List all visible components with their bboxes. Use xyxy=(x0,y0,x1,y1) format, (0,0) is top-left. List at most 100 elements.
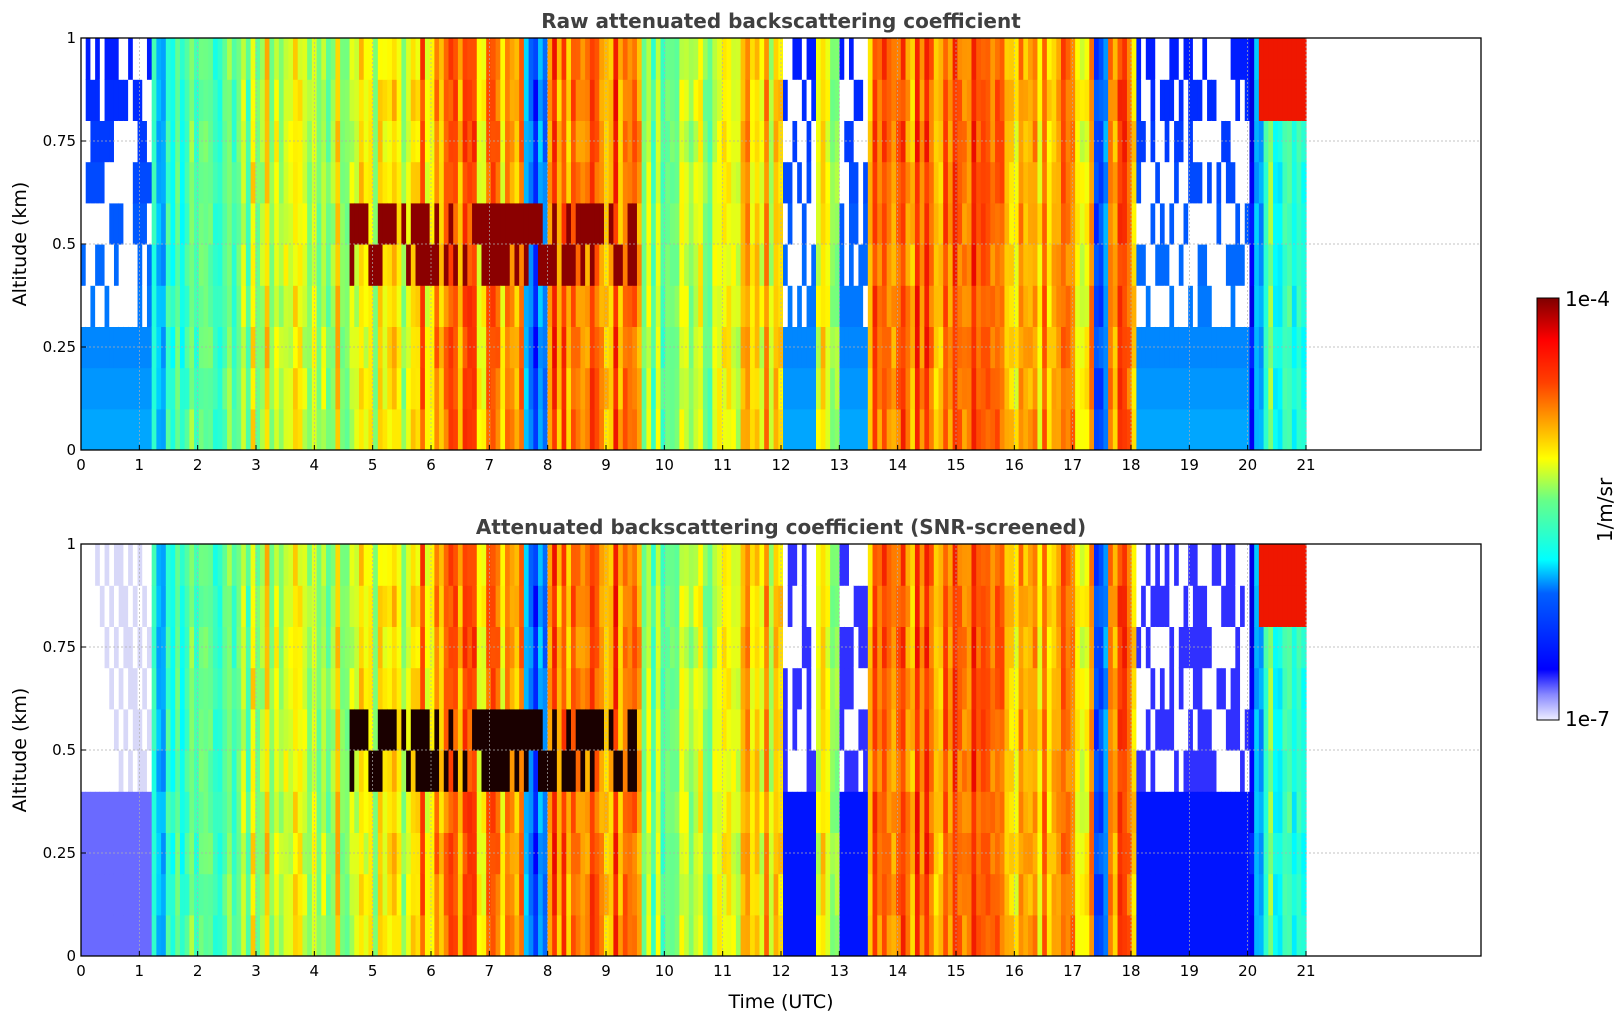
heatmap-cell xyxy=(764,791,770,833)
heatmap-cell xyxy=(1117,708,1123,751)
heatmap-cell xyxy=(255,408,261,450)
heatmap-cell xyxy=(349,585,355,627)
heatmap-cell xyxy=(731,408,737,450)
heatmap-cell xyxy=(387,79,393,121)
heatmap-cell xyxy=(806,791,812,833)
heatmap-cell xyxy=(641,408,647,450)
heatmap-cell xyxy=(1037,38,1043,80)
heatmap-cell xyxy=(401,367,407,410)
heatmap-cell xyxy=(500,750,506,792)
heatmap-cell xyxy=(236,38,242,80)
heatmap-cell xyxy=(406,79,412,121)
heatmap-cell xyxy=(274,367,280,410)
heatmap-cell xyxy=(175,38,181,80)
heatmap-cell xyxy=(330,914,337,956)
heatmap-cell xyxy=(1042,367,1048,410)
heatmap-cell xyxy=(1112,367,1119,410)
heatmap-cell xyxy=(561,161,567,204)
heatmap-cell xyxy=(1103,585,1109,627)
heatmap-cell xyxy=(962,791,968,833)
heatmap-cell xyxy=(1263,408,1269,450)
heatmap-cell xyxy=(816,708,822,751)
heatmap-cell xyxy=(175,408,181,450)
heatmap-cell xyxy=(561,326,567,369)
heatmap-cell xyxy=(1013,914,1020,956)
heatmap-cell xyxy=(344,750,351,792)
heatmap-cell xyxy=(1126,791,1133,833)
heatmap-cell xyxy=(726,367,732,410)
heatmap-cell xyxy=(990,832,996,875)
heatmap-cell xyxy=(1032,408,1039,450)
heatmap-cell xyxy=(283,38,289,80)
heatmap-cell xyxy=(773,367,779,410)
heatmap-cell xyxy=(783,873,789,916)
heatmap-cell xyxy=(481,832,487,875)
heatmap-cell xyxy=(490,914,497,956)
heatmap-cell xyxy=(787,791,794,833)
heatmap-cell xyxy=(834,873,841,916)
heatmap-cell xyxy=(905,750,911,792)
heatmap-cell xyxy=(1108,79,1114,121)
heatmap-cell xyxy=(495,408,501,450)
heatmap-cell xyxy=(406,914,412,956)
heatmap-cell xyxy=(622,750,629,792)
heatmap-cell xyxy=(132,873,139,916)
heatmap-cell xyxy=(500,667,506,710)
heatmap-cell xyxy=(401,244,407,286)
heatmap-cell xyxy=(278,202,285,245)
heatmap-cell xyxy=(99,408,106,450)
heatmap-cell xyxy=(495,914,501,956)
heatmap-cell xyxy=(1093,667,1100,710)
heatmap-cell xyxy=(142,791,148,833)
heatmap-cell xyxy=(999,408,1006,450)
heatmap-cell xyxy=(726,750,732,792)
heatmap-cell xyxy=(231,38,238,80)
heatmap-cell xyxy=(208,914,214,956)
heatmap-cell xyxy=(589,38,596,80)
heatmap-cell xyxy=(1051,38,1057,80)
heatmap-cell xyxy=(321,832,327,875)
heatmap-cell xyxy=(1023,408,1029,450)
heatmap-cell xyxy=(137,161,143,204)
heatmap-cell xyxy=(830,914,836,956)
heatmap-cell xyxy=(354,914,360,956)
heatmap-cell xyxy=(660,202,666,245)
heatmap-cell xyxy=(735,791,742,833)
heatmap-cell xyxy=(792,79,798,121)
heatmap-cell xyxy=(509,161,516,204)
heatmap-cell xyxy=(344,244,351,286)
heatmap-cell xyxy=(594,244,600,286)
heatmap-cell xyxy=(533,791,539,833)
heatmap-cell xyxy=(495,367,501,410)
heatmap-cell xyxy=(179,585,186,627)
heatmap-cell xyxy=(717,285,723,327)
heatmap-cell xyxy=(203,244,209,286)
heatmap-cell xyxy=(641,791,647,833)
heatmap-cell xyxy=(834,708,841,751)
heatmap-cell xyxy=(830,367,836,410)
heatmap-cell xyxy=(608,326,614,369)
heatmap-cell xyxy=(566,791,572,833)
heatmap-cell xyxy=(655,585,662,627)
heatmap-cell xyxy=(881,667,888,710)
heatmap-cell xyxy=(834,408,841,450)
heatmap-cell xyxy=(636,914,643,956)
heatmap-cell xyxy=(1164,244,1170,286)
heatmap-cell xyxy=(118,791,124,833)
heatmap-cell xyxy=(448,79,454,121)
heatmap-cell xyxy=(820,914,827,956)
heatmap-cell xyxy=(307,244,313,286)
heatmap-cell xyxy=(307,79,313,121)
heatmap-cell xyxy=(316,708,322,751)
heatmap-cell xyxy=(424,873,431,916)
heatmap-cell xyxy=(585,367,591,410)
heatmap-cell xyxy=(547,244,553,286)
heatmap-cell xyxy=(212,914,219,956)
heatmap-cell xyxy=(1145,667,1152,710)
heatmap-cell xyxy=(1098,667,1104,710)
heatmap-cell xyxy=(566,202,572,245)
heatmap-cell xyxy=(519,544,525,586)
heatmap-cell xyxy=(467,79,473,121)
heatmap-cell xyxy=(1051,750,1057,792)
heatmap-cell xyxy=(363,750,369,792)
